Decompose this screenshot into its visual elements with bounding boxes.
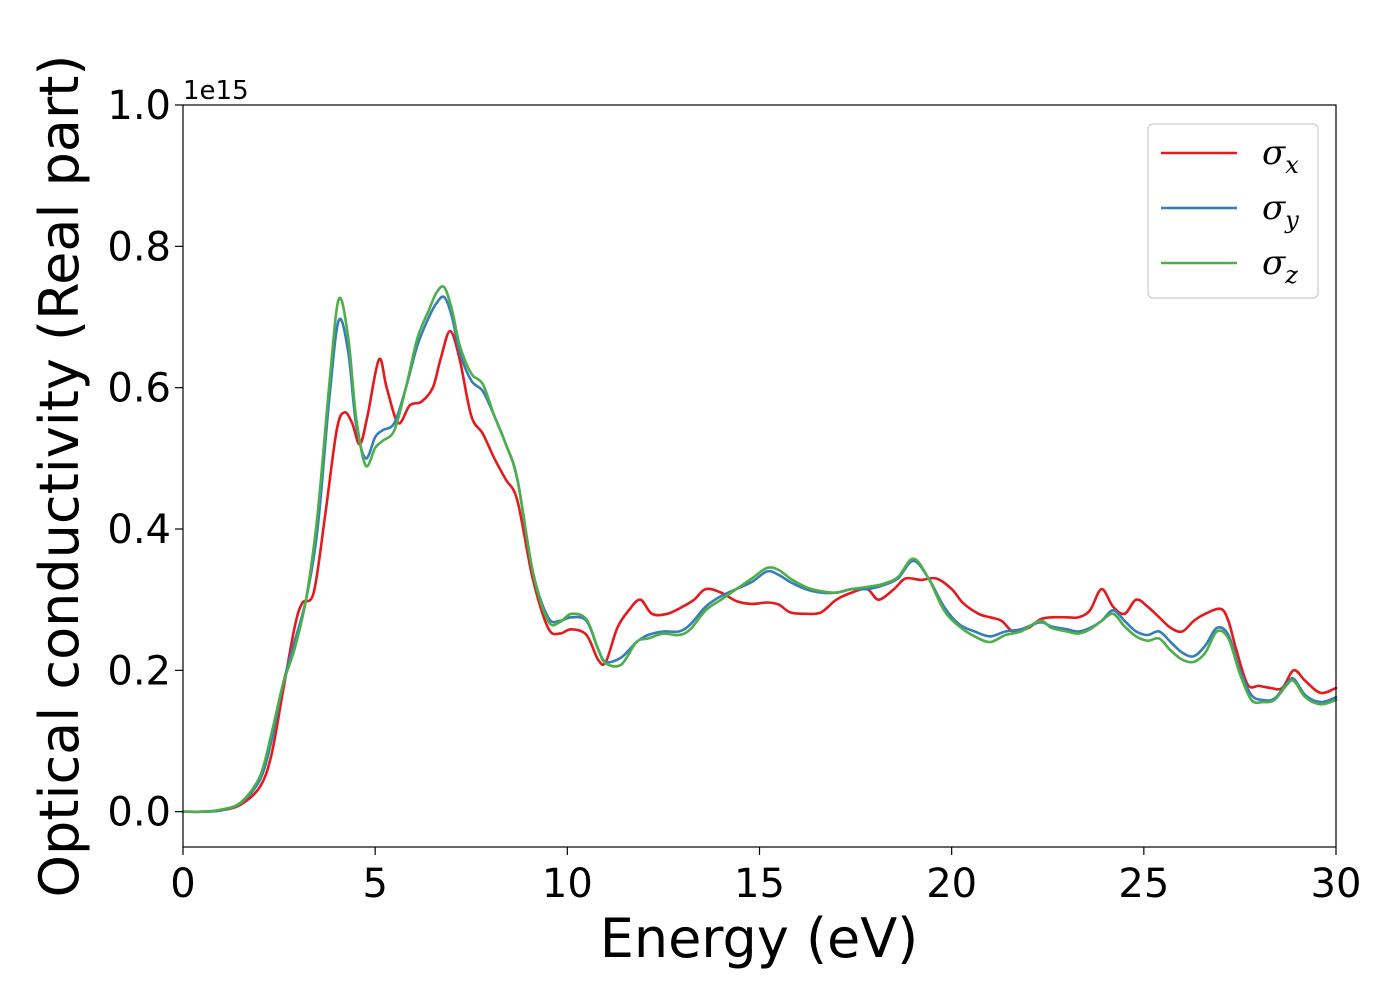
x-axis-label: Energy (eV) [600,907,919,970]
plot-background [183,105,1336,847]
x-tick-label: 25 [1118,861,1169,907]
y-tick-label: 0.0 [107,790,171,836]
series-line-z [181,285,1338,814]
y-axis-label: Optical conductivity (Real part) [28,55,91,898]
x-tick-label: 5 [362,861,387,907]
y-tick-label: 0.6 [107,366,171,412]
legend-label-x: σx [1262,133,1299,179]
x-tick-label: 10 [542,861,593,907]
legend-label-z: σz [1262,243,1298,289]
series-line-x [181,329,1338,814]
x-axis-ticks: 0 5 10 15 20 25 30 [170,847,1361,907]
y-tick-label: 0.8 [107,224,171,270]
x-tick-label: 0 [170,861,195,907]
series-line-y [181,295,1338,814]
legend: σx σy σz [1147,123,1319,299]
y-tick-label: 1.0 [107,83,171,129]
legend-label-y: σy [1262,188,1299,234]
y-offset-label: 1e15 [183,76,249,106]
x-tick-label: 15 [734,861,785,907]
y-tick-label: 0.2 [107,648,171,694]
x-tick-label: 30 [1311,861,1362,907]
y-tick-label: 0.4 [107,507,171,553]
series-layer [181,285,1338,814]
legend-box [1147,123,1319,299]
x-tick-label: 20 [926,861,977,907]
y-axis-ticks: 0.0 0.2 0.4 0.6 0.8 1.0 [107,83,183,836]
